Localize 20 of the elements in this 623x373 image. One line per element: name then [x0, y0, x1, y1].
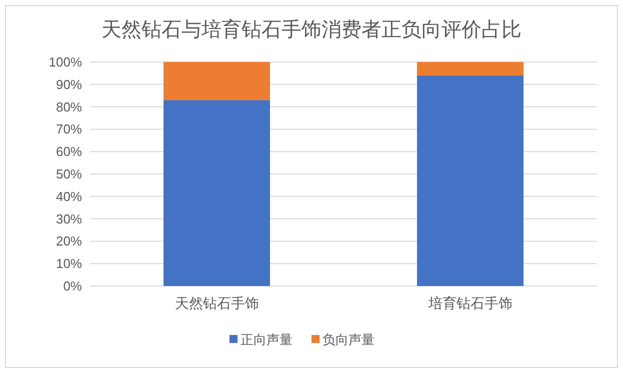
y-tick-label: 70% [56, 122, 82, 137]
y-tick-label: 30% [56, 211, 82, 226]
y-tick-label: 60% [56, 144, 82, 160]
legend-label: 负向声量 [322, 332, 374, 347]
y-tick-label: 90% [56, 76, 82, 92]
y-tick-label: 50% [56, 166, 82, 182]
y-tick-label: 100% [48, 54, 82, 70]
bar [164, 100, 270, 286]
bar [417, 75, 524, 286]
y-tick-label: 20% [56, 234, 82, 249]
chart-title: 天然钻石与培育钻石手饰消费者正负向评价占比 [102, 18, 522, 41]
x-tick-label: 天然钻石手饰 [174, 295, 259, 311]
bar [417, 62, 524, 76]
y-tick-label: 10% [56, 256, 82, 272]
legend-label: 正向声量 [240, 332, 292, 347]
x-tick-label: 培育钻石手饰 [427, 295, 512, 311]
y-tick-label: 0% [63, 278, 82, 294]
y-tick-label: 80% [56, 99, 82, 114]
bar [164, 62, 270, 100]
y-tick-label: 40% [56, 188, 82, 204]
